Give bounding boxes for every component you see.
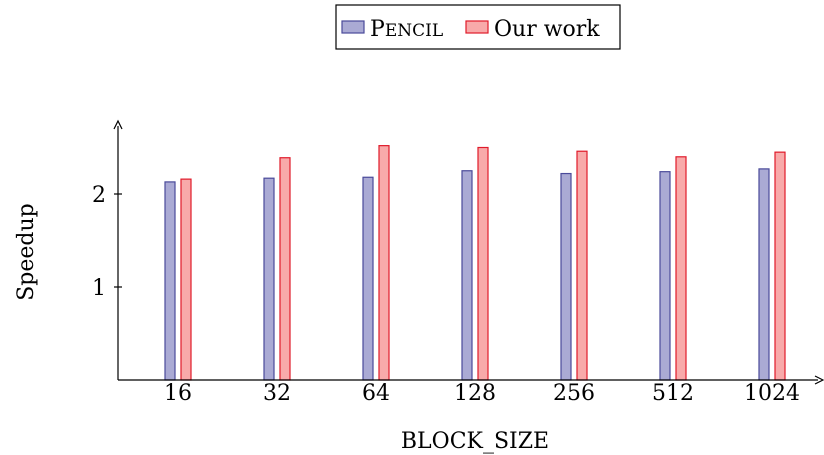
x-tick-label-32: 32 bbox=[263, 381, 291, 406]
bar-pencil-512 bbox=[659, 171, 671, 381]
bar-our-work-128 bbox=[477, 146, 489, 381]
bar-pencil-1024 bbox=[758, 168, 770, 381]
x-tick-label-256: 256 bbox=[553, 381, 595, 406]
x-tick-label-128: 128 bbox=[454, 381, 496, 406]
bar-our-work-32 bbox=[279, 157, 291, 381]
bar-our-work-64 bbox=[378, 145, 390, 381]
legend-label-pencil: PENCIL bbox=[370, 17, 443, 42]
bar-our-work-16 bbox=[180, 178, 192, 381]
legend-label-our-work: Our work bbox=[494, 17, 600, 42]
bars bbox=[164, 145, 786, 381]
bar-pencil-256 bbox=[560, 172, 572, 381]
bar-pencil-128 bbox=[461, 170, 473, 381]
bar-our-work-256 bbox=[576, 150, 588, 381]
legend-swatch-pencil bbox=[341, 20, 365, 34]
bar-pencil-16 bbox=[164, 181, 176, 381]
legend: PENCIL Our work bbox=[335, 4, 621, 50]
x-tick-label-1024: 1024 bbox=[744, 381, 800, 406]
x-tick-label-512: 512 bbox=[652, 381, 694, 406]
y-axis: 1 2 bbox=[92, 119, 123, 380]
y-tick-label-2: 2 bbox=[92, 183, 106, 208]
y-tick-label-1: 1 bbox=[92, 276, 106, 301]
x-tick-label-64: 64 bbox=[362, 381, 390, 406]
x-axis bbox=[118, 375, 824, 385]
y-axis-arrow-icon bbox=[113, 119, 123, 130]
bar-pencil-32 bbox=[263, 177, 275, 381]
legend-swatch-our-work bbox=[465, 20, 489, 34]
bar-our-work-512 bbox=[675, 156, 687, 381]
x-axis-arrow-icon bbox=[814, 375, 824, 385]
x-tick-labels: 16 32 64 128 256 512 1024 bbox=[164, 381, 800, 406]
x-axis-title: BLOCK_SIZE bbox=[401, 429, 549, 454]
x-tick-label-16: 16 bbox=[164, 381, 192, 406]
bar-pencil-64 bbox=[362, 176, 374, 381]
bar-our-work-1024 bbox=[774, 151, 786, 381]
y-axis-title: Speedup bbox=[14, 203, 39, 301]
